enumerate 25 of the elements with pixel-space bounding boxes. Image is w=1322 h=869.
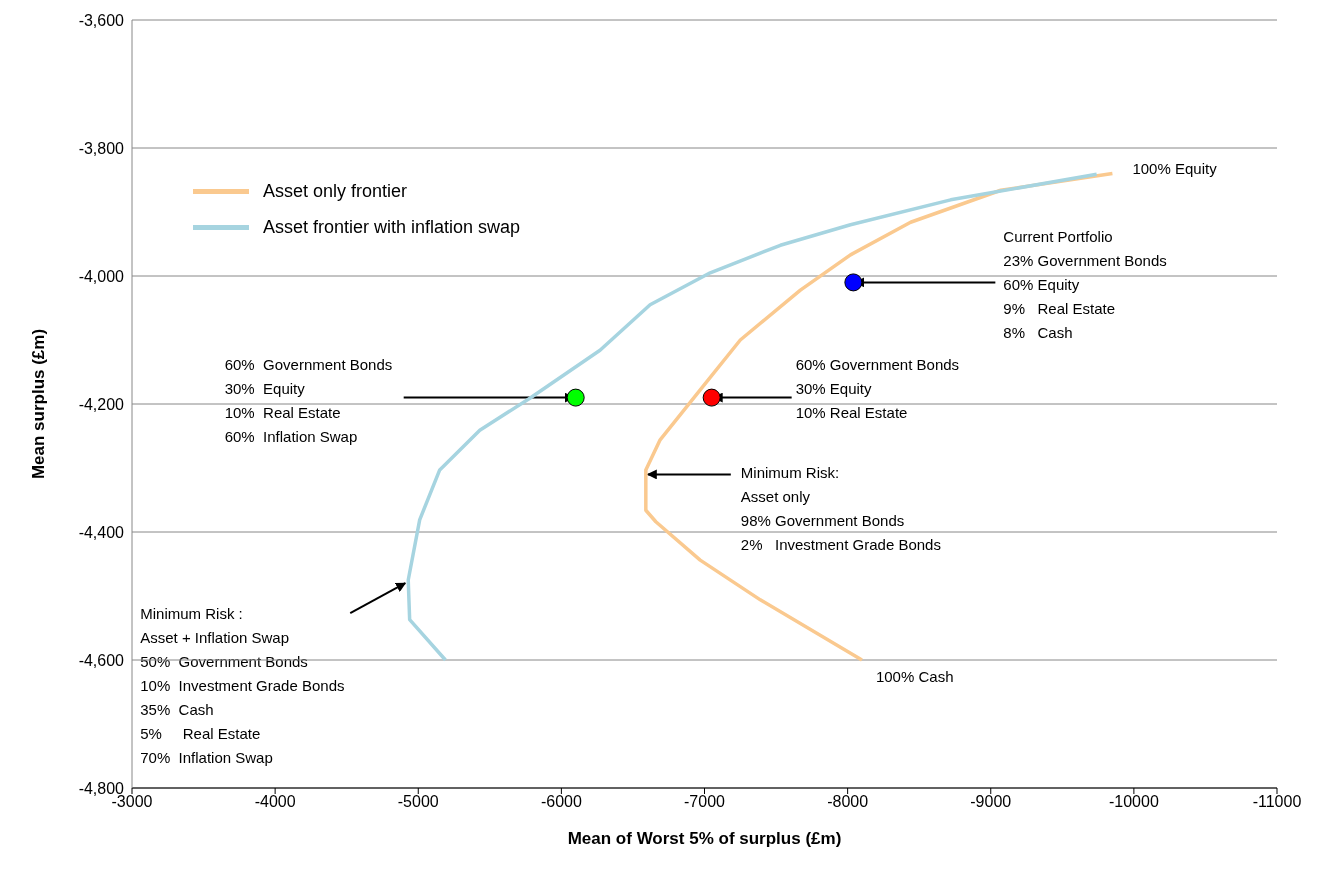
y-tick-label: -3,800 xyxy=(78,139,125,157)
annotation: 100% Cash xyxy=(875,668,954,685)
y-tick-label: -4,400 xyxy=(78,523,125,541)
y-axis-title: Mean surplus (£m) xyxy=(29,328,49,480)
y-tick-label: -4,200 xyxy=(78,395,125,413)
x-tick-label: -4000 xyxy=(254,793,296,811)
y-tick-label: -4,600 xyxy=(78,651,125,669)
y-tick-label: -3,600 xyxy=(78,11,125,29)
legend-label: Asset frontier with inflation swap xyxy=(263,216,521,238)
y-tick-label: -4,000 xyxy=(78,267,125,285)
annotation: Current Portfolio 23% Government Bonds 60% Equity 9% Real Estate 8% Cash xyxy=(1003,228,1167,342)
x-tick-label: -9000 xyxy=(970,793,1012,811)
annotation: 60% Government Bonds 30% Equity 10% Real Estate xyxy=(795,355,960,421)
x-axis-title: Mean of Worst 5% of surplus (£m) xyxy=(567,829,842,849)
annotation: 60% Government Bonds 30% Equity 10% Real Estate 60% Inflation Swap xyxy=(224,355,393,445)
x-tick-label: -7000 xyxy=(684,793,726,811)
annotation: 100% Equity xyxy=(1132,159,1218,177)
x-tick-label: -8000 xyxy=(827,793,869,811)
x-tick-label: -11000 xyxy=(1252,793,1302,811)
x-tick-label: -6000 xyxy=(540,793,582,811)
x-tick-label: -5000 xyxy=(397,793,439,811)
annotation: Minimum Risk: Asset only 98% Government Bonds 2% Investment Grade Bonds xyxy=(740,464,941,554)
annotation: Minimum Risk : Asset + Inflation Swap 50% Government Bonds 10% Investment Grade Bonds 35% Cash 5% Real Estate 70% Inflation Swap xyxy=(140,605,345,767)
x-tick-label: -10000 xyxy=(1108,793,1159,811)
legend-label: Asset only frontier xyxy=(263,180,408,202)
